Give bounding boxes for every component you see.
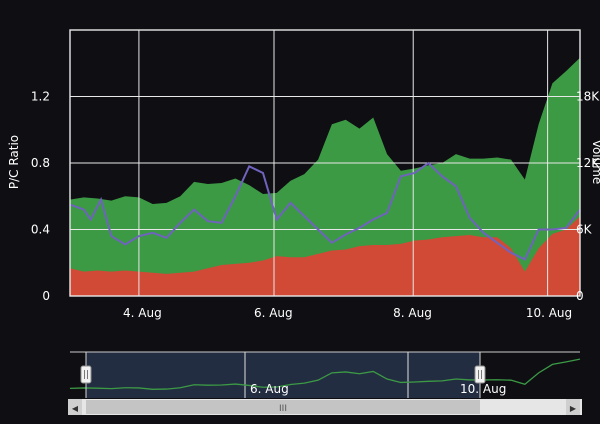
y-right-axis-title: Volume	[590, 140, 600, 185]
navigator-label-6-aug: 6. Aug	[250, 382, 289, 396]
y-left-axis-title: P/C Ratio	[7, 135, 21, 189]
scrollbar-right-button[interactable]	[566, 399, 580, 415]
plot-border	[69, 29, 581, 297]
y-left-tick-label: 0.8	[31, 156, 50, 170]
x-tick-label: 6. Aug	[254, 306, 293, 320]
x-tick-label: 8. Aug	[393, 306, 432, 320]
y-left-tick-label: 0	[42, 289, 50, 303]
x-tick-label: 10. Aug	[526, 306, 572, 320]
navigator-left-handle[interactable]	[80, 365, 92, 384]
x-tick-label: 4. Aug	[123, 306, 162, 320]
navigator-label-10-aug: 10. Aug	[460, 382, 506, 396]
y-right-tick-label: 18K	[576, 90, 600, 104]
navigator[interactable]: 6. Aug 10. Aug	[69, 351, 581, 398]
scroll-right-arrow-icon[interactable]: ▶	[570, 404, 577, 413]
plot-area	[69, 29, 581, 297]
navigator-selected-range[interactable]	[86, 352, 480, 398]
scroll-left-arrow-icon[interactable]: ◀	[72, 404, 79, 413]
y-left-tick-label: 0.4	[31, 223, 50, 237]
y-right-tick-label: 6K	[576, 223, 593, 237]
y-right-tick-label: 0	[576, 289, 584, 303]
y-right-tick-label: 12K	[576, 156, 600, 170]
y-left-tick-label: 1.2	[31, 90, 50, 104]
series-line-pc-ratio	[69, 161, 581, 261]
scrollbar-grip-icon[interactable]: III	[279, 404, 287, 414]
navigator-series-line	[69, 358, 581, 390]
scrollbar-thumb[interactable]	[86, 400, 480, 414]
series-area-0	[70, 216, 580, 296]
navigator-right-handle[interactable]	[474, 365, 486, 384]
scrollbar-left-button[interactable]	[68, 399, 82, 415]
scrollbar[interactable]: ◀ III ▶	[68, 399, 582, 415]
